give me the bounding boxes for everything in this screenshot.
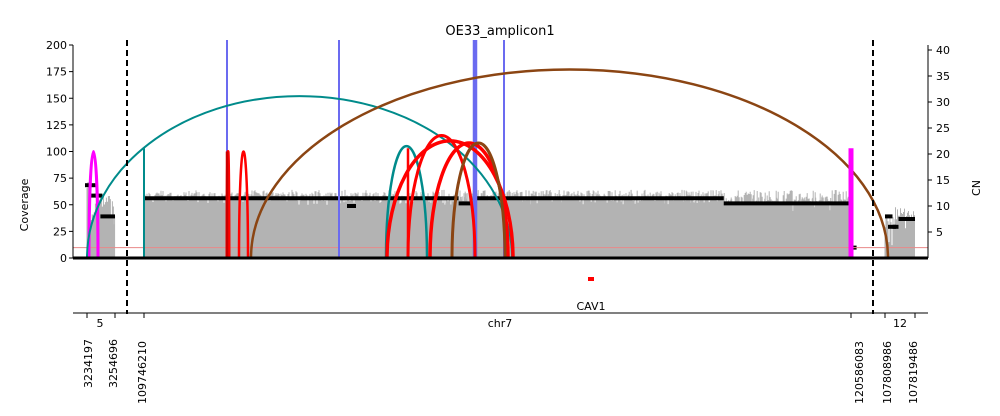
breakpoint-arc-layer bbox=[86, 68, 890, 259]
left-tick-label-150: 150 bbox=[46, 92, 67, 105]
right-tick-label-20: 20 bbox=[936, 148, 950, 161]
breakpoint-arc-3 bbox=[237, 150, 250, 259]
breakpoint-arc-1 bbox=[86, 95, 513, 259]
left-tick-label-75: 75 bbox=[53, 172, 67, 185]
position-label-107819486: 107819486 bbox=[907, 341, 920, 404]
right-tick-label-10: 10 bbox=[936, 200, 950, 213]
position-label-109746210: 109746210 bbox=[136, 341, 149, 404]
segment-label-chr5: 5 bbox=[97, 317, 104, 330]
position-label-3254696: 3254696 bbox=[107, 339, 120, 388]
coverage-histogram-1-4 bbox=[723, 197, 852, 258]
left-tick-label-125: 125 bbox=[46, 119, 67, 132]
gene-marker bbox=[588, 277, 594, 281]
right-tick-label-35: 35 bbox=[936, 70, 950, 83]
marker-layer bbox=[126, 40, 874, 314]
right-tick-label-25: 25 bbox=[936, 122, 950, 135]
chart-title: OE33_amplicon1 bbox=[445, 24, 554, 39]
axis-layer: 0 25 50 75 100 125 150 175 200 5 10 15 20 25 30 35 40 bbox=[46, 39, 950, 318]
breakpoint-arc-7 bbox=[406, 134, 477, 259]
position-label-3234197: 3234197 bbox=[82, 339, 95, 388]
position-label-120586083: 120586083 bbox=[853, 341, 866, 404]
right-tick-label-15: 15 bbox=[936, 174, 950, 187]
position-label-107808986: 107808986 bbox=[881, 341, 894, 404]
coverage-histogram-0-3 bbox=[113, 216, 116, 258]
left-tick-label-175: 175 bbox=[46, 66, 67, 79]
breakpoint-arc-5 bbox=[384, 144, 429, 259]
copy-number-layer bbox=[73, 183, 928, 250]
right-tick-label-5: 5 bbox=[936, 226, 943, 239]
left-tick-label-50: 50 bbox=[53, 199, 67, 212]
coverage-histogram-2-1 bbox=[895, 207, 915, 258]
gene-label: CAV1 bbox=[576, 300, 605, 313]
left-tick-label-100: 100 bbox=[46, 146, 67, 159]
right-tick-label-40: 40 bbox=[936, 44, 950, 57]
left-tick-label-25: 25 bbox=[53, 225, 67, 238]
left-y-axis-label: Coverage bbox=[18, 178, 31, 231]
right-y-axis-label: CN bbox=[970, 180, 983, 196]
right-tick-label-30: 30 bbox=[936, 96, 950, 109]
x-axis-label: chr7 bbox=[488, 317, 513, 330]
breakpoint-arc-9 bbox=[450, 141, 507, 259]
breakpoint-arc-4 bbox=[249, 68, 890, 259]
left-tick-label-0: 0 bbox=[60, 252, 67, 265]
left-tick-label-200: 200 bbox=[46, 39, 67, 52]
segment-label-chr12: 12 bbox=[893, 317, 907, 330]
